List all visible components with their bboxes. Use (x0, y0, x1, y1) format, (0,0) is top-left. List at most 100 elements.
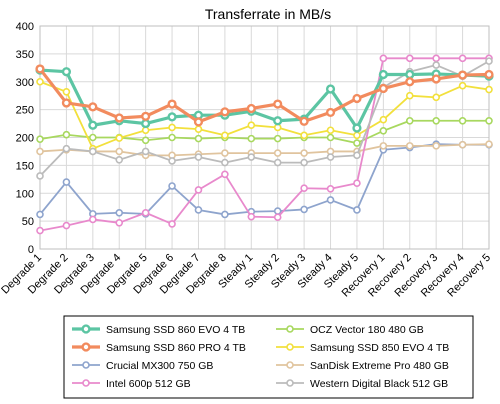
data-point (485, 116, 493, 125)
data-point (168, 157, 176, 165)
data-point (167, 112, 177, 122)
data-point (62, 221, 71, 230)
legend-item: Samsung SSD 860 EVO 4 TB (72, 324, 245, 336)
data-point (61, 98, 72, 108)
data-point (221, 149, 229, 157)
data-point (379, 115, 388, 124)
series-3 (36, 77, 493, 153)
data-point (432, 93, 440, 102)
data-point (353, 179, 361, 188)
y-tick-label: 100 (16, 188, 34, 200)
legend-swatch-marker (286, 325, 294, 333)
series-line (39, 143, 490, 157)
data-point (300, 205, 308, 214)
data-point (61, 67, 72, 77)
data-point (36, 226, 44, 235)
data-point (88, 120, 98, 130)
data-point (115, 208, 124, 217)
legend-item: Crucial MX300 750 GB (72, 360, 213, 372)
legend-label: Intel 600p 512 GB (106, 378, 191, 390)
series-line (39, 68, 490, 130)
data-point (36, 147, 44, 156)
data-point (378, 69, 388, 80)
data-point (194, 153, 203, 161)
data-point (62, 144, 71, 153)
data-point (352, 123, 362, 133)
data-point (88, 102, 98, 112)
data-point (247, 212, 256, 221)
data-point (194, 134, 203, 143)
data-point (168, 133, 176, 142)
data-point (379, 142, 388, 150)
data-point (485, 85, 493, 94)
data-point (36, 135, 44, 143)
series-line (39, 80, 490, 150)
data-point (115, 134, 124, 142)
y-tick-label: 50 (22, 216, 34, 228)
chart-title: Transferrate in MB/s (205, 6, 331, 22)
data-point (62, 178, 71, 186)
data-point (194, 125, 203, 133)
data-point (36, 172, 44, 180)
data-point (273, 207, 282, 215)
y-tick-label: 400 (16, 21, 34, 33)
legend-swatch-marker (82, 379, 90, 387)
legend-item: Western Digital Black 512 GB (276, 378, 448, 390)
legend-item: Samsung SSD 850 EVO 4 TB (276, 342, 449, 354)
data-point (115, 218, 124, 227)
data-point (379, 127, 388, 135)
data-point (141, 111, 151, 121)
series-lines (35, 54, 494, 235)
data-point (221, 210, 229, 219)
legend-swatch-marker (82, 361, 90, 369)
legend-label: OCZ Vector 180 480 GB (310, 324, 424, 336)
data-point (36, 77, 44, 86)
legend-label: Samsung SSD 850 EVO 4 TB (310, 342, 449, 354)
legend-item: OCZ Vector 180 480 GB (276, 324, 424, 336)
data-point (193, 117, 204, 127)
legend-swatch-marker (286, 361, 294, 369)
data-point (326, 153, 335, 161)
data-point (141, 136, 150, 145)
data-point (115, 147, 124, 156)
data-point (300, 184, 308, 193)
series-6 (36, 54, 493, 235)
data-point (141, 118, 151, 129)
data-point (89, 215, 97, 224)
data-point (273, 213, 282, 222)
legend-label: Samsung SSD 860 EVO 4 TB (106, 324, 245, 336)
data-point (247, 153, 256, 161)
data-point (247, 121, 256, 130)
data-point (194, 186, 203, 194)
data-point (89, 133, 97, 142)
series-2 (35, 64, 494, 127)
data-point (378, 83, 388, 94)
y-tick-label: 200 (16, 133, 34, 145)
data-point (326, 133, 335, 142)
data-point (484, 69, 494, 80)
series-line (39, 57, 489, 232)
data-point (35, 64, 45, 74)
data-point (458, 116, 467, 125)
data-point (379, 54, 388, 63)
data-point (326, 184, 335, 193)
legend-label: Samsung SSD 860 PRO 4 TB (106, 342, 246, 354)
legend-label: Crucial MX300 750 GB (106, 360, 213, 372)
data-point (431, 74, 441, 84)
legend-swatch-marker (286, 379, 294, 387)
y-tick-label: 0 (28, 244, 34, 256)
data-point (300, 149, 308, 157)
legend-swatch-marker (81, 342, 91, 352)
data-point (326, 126, 335, 135)
data-point (432, 116, 440, 125)
data-point (405, 69, 415, 80)
series-0 (35, 65, 494, 133)
data-point (457, 70, 468, 80)
legend-swatch-marker (81, 324, 91, 334)
data-point (353, 151, 361, 160)
data-point (300, 158, 308, 167)
data-point (246, 103, 256, 114)
data-point (405, 142, 414, 150)
